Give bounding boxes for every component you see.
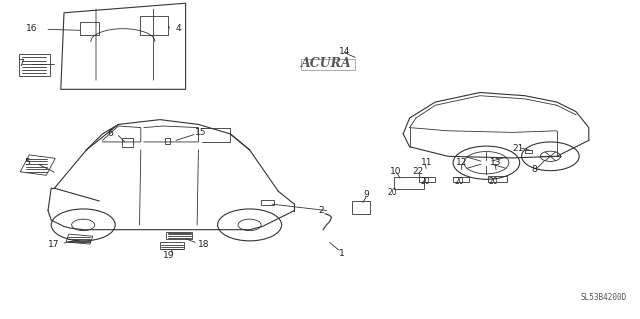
Text: 7: 7 — [18, 59, 24, 68]
Bar — [261, 200, 274, 205]
Bar — [352, 201, 370, 214]
Bar — [301, 59, 355, 70]
Text: 10: 10 — [390, 167, 402, 176]
Bar — [453, 177, 469, 182]
Text: 1: 1 — [339, 249, 345, 258]
Text: 17: 17 — [48, 240, 60, 249]
Text: 19: 19 — [163, 251, 175, 260]
Text: 12: 12 — [456, 158, 467, 167]
Bar — [140, 16, 168, 35]
Bar — [488, 176, 507, 182]
Bar — [80, 22, 99, 35]
Text: 14: 14 — [339, 47, 351, 56]
Text: 22: 22 — [413, 167, 424, 176]
Text: 5: 5 — [24, 158, 30, 167]
Text: 13: 13 — [490, 158, 502, 167]
Bar — [66, 234, 93, 244]
Text: 21: 21 — [512, 144, 524, 153]
Text: 15: 15 — [195, 128, 207, 137]
Bar — [160, 242, 184, 249]
Text: 9: 9 — [364, 190, 369, 199]
Text: 4: 4 — [176, 24, 182, 33]
Text: 2: 2 — [319, 206, 324, 215]
Bar — [20, 155, 55, 175]
Bar — [525, 150, 532, 153]
Text: 11: 11 — [420, 158, 432, 167]
Text: ACURA: ACURA — [301, 57, 352, 70]
Text: 20: 20 — [454, 177, 464, 186]
Text: 20: 20 — [420, 177, 430, 186]
Text: 16: 16 — [26, 24, 37, 33]
Bar — [122, 138, 133, 147]
Text: 6: 6 — [108, 130, 113, 138]
Text: 20: 20 — [387, 189, 397, 197]
Bar — [166, 232, 192, 239]
Bar — [394, 177, 424, 189]
Bar — [19, 54, 50, 76]
Text: 18: 18 — [198, 240, 210, 249]
Text: 20: 20 — [488, 177, 498, 186]
Text: SL53B4200D: SL53B4200D — [581, 293, 627, 302]
Bar — [419, 177, 435, 182]
Text: 8: 8 — [531, 165, 537, 174]
Bar — [165, 138, 170, 144]
